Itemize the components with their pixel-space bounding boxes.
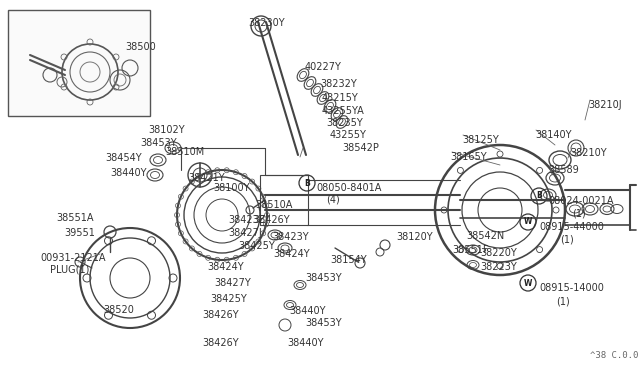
- Text: 38120Y: 38120Y: [396, 232, 433, 242]
- Text: 38453Y: 38453Y: [305, 273, 342, 283]
- Text: 38551A: 38551A: [56, 213, 93, 223]
- Text: 38102Y: 38102Y: [148, 125, 184, 135]
- Text: B: B: [536, 192, 542, 201]
- Text: 38210J: 38210J: [588, 100, 621, 110]
- Text: 38440Y: 38440Y: [287, 338, 323, 348]
- Text: B: B: [304, 179, 310, 187]
- Text: (1): (1): [556, 296, 570, 306]
- Text: 38453Y: 38453Y: [305, 318, 342, 328]
- Text: 38551F: 38551F: [452, 245, 488, 255]
- Text: 38426Y: 38426Y: [202, 338, 239, 348]
- Text: 38426Y: 38426Y: [202, 310, 239, 320]
- Text: 38440Y: 38440Y: [289, 306, 326, 316]
- Text: (1): (1): [572, 209, 586, 219]
- Text: 38421Y: 38421Y: [188, 173, 225, 183]
- Text: 38520: 38520: [103, 305, 134, 315]
- Bar: [260, 175, 308, 225]
- Text: 38100Y: 38100Y: [213, 183, 250, 193]
- Text: 38423Y: 38423Y: [272, 232, 308, 242]
- Text: (1): (1): [560, 235, 573, 245]
- Text: 38210Y: 38210Y: [570, 148, 607, 158]
- Text: 38542N: 38542N: [466, 231, 504, 241]
- Text: 38424Y: 38424Y: [273, 249, 310, 259]
- Text: 38220Y: 38220Y: [480, 248, 516, 258]
- Text: 38423Z: 38423Z: [228, 215, 266, 225]
- Text: 38425Y: 38425Y: [238, 241, 275, 251]
- Text: 08915-44000: 08915-44000: [539, 222, 604, 232]
- Text: W: W: [524, 279, 532, 288]
- Text: 08024-0021A: 08024-0021A: [548, 196, 614, 206]
- Text: 38426Y: 38426Y: [253, 215, 290, 225]
- Text: 38427J: 38427J: [228, 228, 262, 238]
- Text: 38510M: 38510M: [165, 147, 204, 157]
- Text: 38425Y: 38425Y: [210, 294, 247, 304]
- Text: 38424Y: 38424Y: [207, 262, 244, 272]
- Text: 40227Y: 40227Y: [305, 62, 342, 72]
- Text: ^38 C.0.0: ^38 C.0.0: [590, 351, 638, 360]
- Text: 38453Y: 38453Y: [140, 138, 177, 148]
- Text: 38589: 38589: [548, 165, 579, 175]
- Text: 38154Y: 38154Y: [330, 255, 367, 265]
- Text: 38440Y: 38440Y: [110, 168, 147, 178]
- Text: 38454Y: 38454Y: [105, 153, 141, 163]
- Text: 00931-2121A: 00931-2121A: [40, 253, 106, 263]
- Text: 39551: 39551: [64, 228, 95, 238]
- Text: 43255YA: 43255YA: [322, 106, 365, 116]
- Text: W: W: [524, 218, 532, 227]
- Text: 43215Y: 43215Y: [322, 93, 359, 103]
- Text: 43255Y: 43255Y: [330, 130, 367, 140]
- Text: 38125Y: 38125Y: [462, 135, 499, 145]
- Text: 38235Y: 38235Y: [326, 118, 363, 128]
- Text: 38510A: 38510A: [255, 200, 292, 210]
- Text: 38165Y: 38165Y: [450, 152, 486, 162]
- Text: 38427Y: 38427Y: [214, 278, 251, 288]
- Text: (4): (4): [326, 194, 340, 204]
- Text: 08050-8401A: 08050-8401A: [316, 183, 381, 193]
- Text: 38230Y: 38230Y: [248, 18, 285, 28]
- Text: 38223Y: 38223Y: [480, 262, 516, 272]
- Text: 08915-14000: 08915-14000: [539, 283, 604, 293]
- Text: 38542P: 38542P: [342, 143, 379, 153]
- Bar: [8, 10, 150, 116]
- Text: 38232Y: 38232Y: [320, 79, 356, 89]
- Text: 38500: 38500: [125, 42, 156, 52]
- Text: 38140Y: 38140Y: [535, 130, 572, 140]
- Text: PLUG(1): PLUG(1): [50, 265, 90, 275]
